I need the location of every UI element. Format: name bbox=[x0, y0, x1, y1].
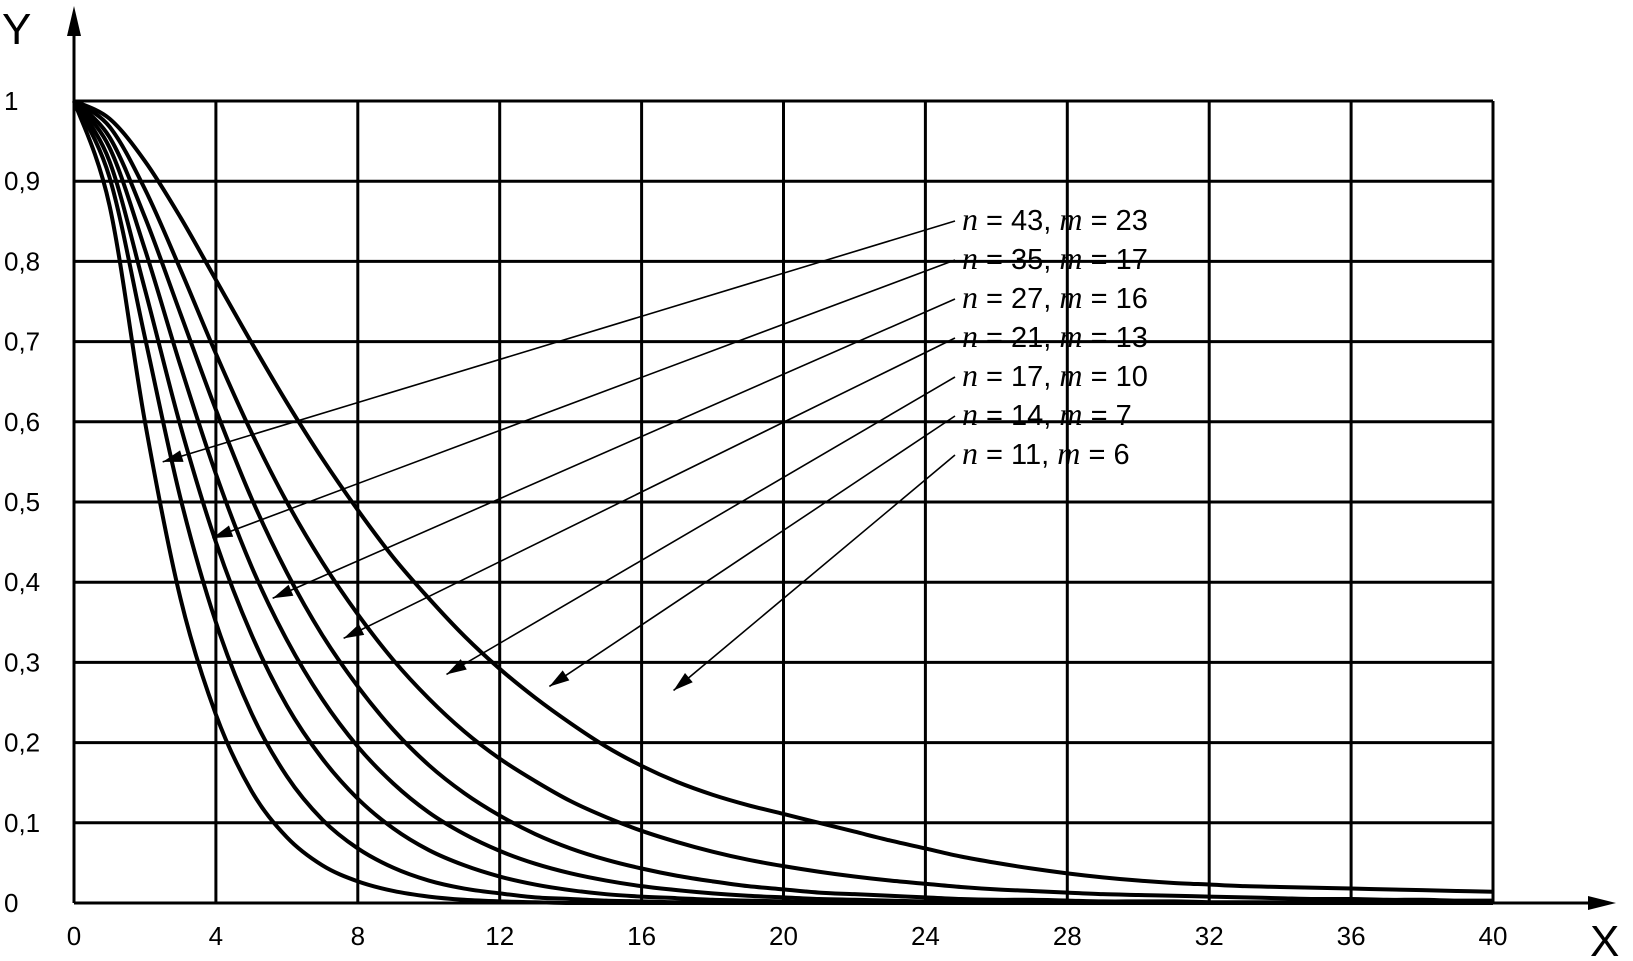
series-label-4: n = 17, m = 10 bbox=[962, 357, 1148, 393]
leader-arrowhead-1 bbox=[212, 525, 234, 539]
y-tick-label: 0,2 bbox=[4, 728, 40, 758]
x-tick-label: 4 bbox=[209, 921, 223, 951]
leader-arrowhead-2 bbox=[272, 584, 294, 599]
y-tick-label: 0,8 bbox=[4, 246, 40, 276]
leader-arrowhead-0 bbox=[162, 450, 184, 462]
y-tick-label: 0,5 bbox=[4, 487, 40, 517]
x-tick-label: 12 bbox=[485, 921, 514, 951]
x-tick-label: 32 bbox=[1195, 921, 1224, 951]
axes: YX bbox=[2, 5, 1619, 961]
y-axis-label: Y bbox=[2, 5, 31, 54]
x-axis-label: X bbox=[1590, 917, 1619, 961]
leader-line-3 bbox=[343, 337, 956, 640]
leader-line-1 bbox=[212, 259, 956, 539]
series-label-5: n = 14, m = 7 bbox=[962, 396, 1132, 432]
series-line-1 bbox=[72, 99, 1494, 903]
series-line-0 bbox=[73, 99, 1494, 894]
y-tick-label: 0,4 bbox=[4, 567, 40, 597]
leader-line-6 bbox=[673, 454, 956, 692]
x-tick-label: 28 bbox=[1053, 921, 1082, 951]
curve-labels: n = 43, m = 23n = 35, m = 17n = 27, m = … bbox=[162, 201, 1148, 692]
y-tick-label: 0,9 bbox=[4, 166, 40, 196]
leader-arrowhead-6 bbox=[673, 673, 693, 691]
series-label-1: n = 35, m = 17 bbox=[962, 240, 1148, 276]
tick-labels: 0 4 8 12 16 20 24 28 32 36 40 0 0,1 0,2 0,3 0,4 0,5 0,6 0,… bbox=[4, 86, 1507, 951]
series-label-3: n = 21, m = 13 bbox=[962, 318, 1148, 354]
y-tick-label: 0,6 bbox=[4, 407, 40, 437]
series-label-6: n = 11, m = 6 bbox=[962, 435, 1130, 471]
leader-line-4 bbox=[446, 376, 956, 676]
x-tick-label: 8 bbox=[351, 921, 365, 951]
leader-arrowhead-4 bbox=[446, 659, 467, 675]
series-label-0: n = 43, m = 23 bbox=[962, 201, 1148, 237]
y-tick-label: 0,3 bbox=[4, 647, 40, 677]
y-tick-label: 0,7 bbox=[4, 327, 40, 357]
leader-arrowhead-5 bbox=[549, 670, 570, 687]
x-tick-label: 36 bbox=[1337, 921, 1366, 951]
x-tick-label: 40 bbox=[1479, 921, 1508, 951]
x-tick-label: 16 bbox=[627, 921, 656, 951]
leader-arrowhead-3 bbox=[343, 624, 365, 639]
x-tick-label: 0 bbox=[67, 921, 81, 951]
leader-line-2 bbox=[272, 298, 956, 599]
leader-line-5 bbox=[548, 415, 956, 688]
x-tick-label: 20 bbox=[769, 921, 798, 951]
y-tick-label: 1 bbox=[4, 86, 18, 116]
x-axis-arrow bbox=[1588, 896, 1616, 910]
y-axis-arrow bbox=[67, 6, 81, 36]
series-label-2: n = 27, m = 16 bbox=[962, 279, 1148, 315]
y-tick-label: 0 bbox=[4, 888, 18, 918]
x-tick-label: 24 bbox=[911, 921, 940, 951]
y-tick-label: 0,1 bbox=[4, 808, 40, 838]
leader-line-0 bbox=[162, 220, 956, 463]
